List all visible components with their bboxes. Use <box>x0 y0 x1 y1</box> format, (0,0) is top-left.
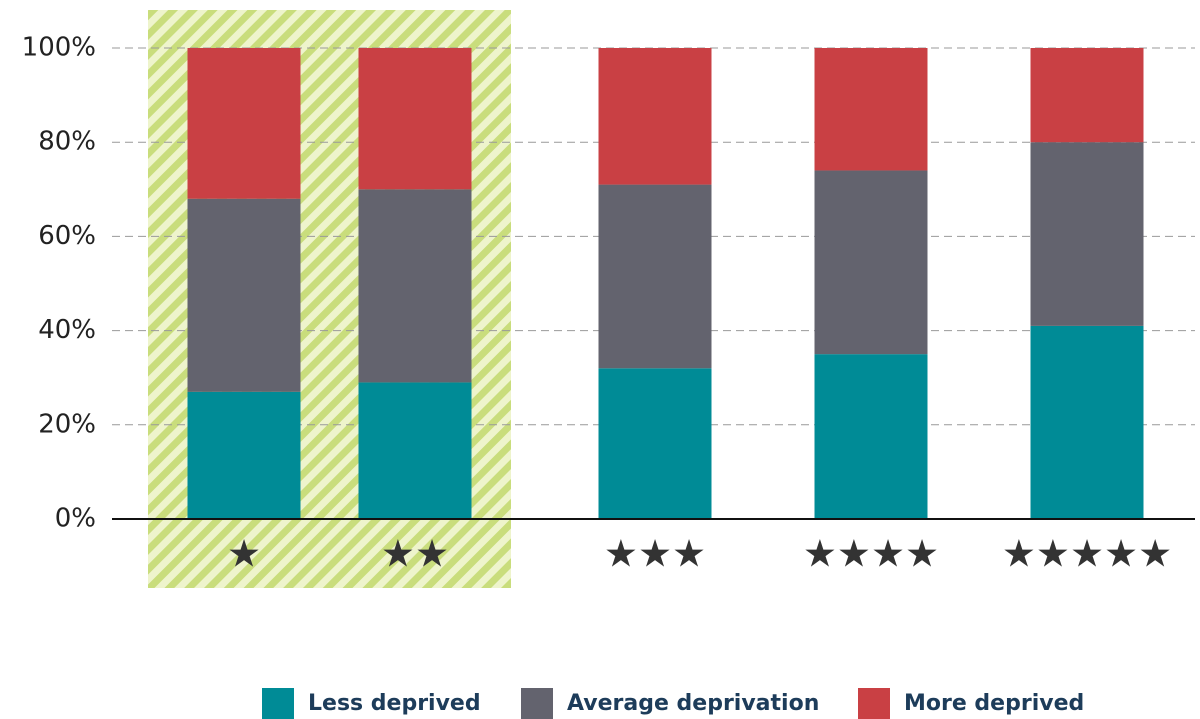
bar-segment <box>187 391 301 519</box>
x-tick-label: ★★★★★ <box>1002 532 1172 576</box>
labels: 0%20%40%60%80%100%★ ★★ ★★★ ★★★★ ★★★★★ <box>22 33 1173 576</box>
legend-swatch <box>858 688 890 719</box>
legend-label: More deprived <box>904 691 1084 716</box>
x-tick-label: ★★★★ <box>803 532 939 576</box>
y-tick-label: 40% <box>38 315 96 345</box>
bar-segment <box>598 48 712 185</box>
x-tick-label: ★★★ <box>604 532 706 576</box>
bar-segment <box>358 382 472 519</box>
legend-label: Less deprived <box>308 691 481 716</box>
bar-segment <box>1030 325 1144 519</box>
bar-segment <box>814 354 928 519</box>
bar-segment <box>814 170 928 355</box>
bar-segment <box>598 368 712 519</box>
bar-segment <box>358 189 472 383</box>
x-tick-label: ★ <box>227 532 261 576</box>
bars <box>187 48 1144 519</box>
bar-segment <box>814 48 928 171</box>
y-tick-label: 20% <box>38 409 96 439</box>
bar-segment <box>187 198 301 392</box>
y-tick-label: 80% <box>38 127 96 157</box>
legend-swatch <box>262 688 294 719</box>
legend-swatch <box>521 688 553 719</box>
bar-segment <box>187 48 301 199</box>
legend-label: Average deprivation <box>567 691 819 716</box>
y-tick-label: 60% <box>38 221 96 251</box>
y-tick-label: 100% <box>22 33 96 63</box>
bar-segment <box>1030 142 1144 326</box>
legend: Less deprived Average deprivation More dep… <box>262 688 1084 719</box>
y-tick-label: 0% <box>55 504 96 534</box>
bar-segment <box>598 184 712 369</box>
bar-segment <box>1030 48 1144 143</box>
x-tick-label: ★★ <box>381 532 449 576</box>
bar-segment <box>358 48 472 190</box>
